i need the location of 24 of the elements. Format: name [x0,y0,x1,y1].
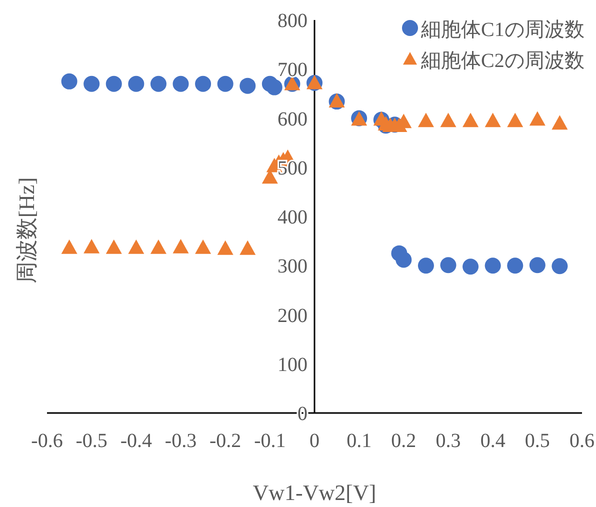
legend-label: 細胞体C1の周波数 [420,19,584,41]
y-tick-label: 400 [278,206,308,228]
y-axis-title: 周波数[Hz] [14,177,39,284]
y-tick-label: 800 [278,10,308,32]
x-tick-label: 0.3 [436,430,461,452]
y-tick-label: 700 [278,59,308,82]
y-tick-label: 300 [278,256,308,278]
x-tick-label: 0.5 [524,430,550,452]
y-tick-label: 600 [278,108,308,130]
x-tick-label: -0.4 [120,430,152,452]
x-tick-label: 0.6 [570,430,594,452]
legend-label: 細胞体C2の周波数 [420,50,584,72]
x-tick-label: 0.1 [346,430,372,452]
x-tick-label: -0.2 [209,430,242,452]
x-tick-label: 0.4 [480,430,506,452]
x-tick-label: -0.1 [254,430,286,452]
y-tick-label: 500 [278,157,308,180]
x-axis-title: Vw1-Vw2[V] [252,480,376,505]
x-tick-label: -0.3 [164,430,197,452]
x-tick-label: -0.6 [31,430,63,452]
x-tick-label: 0.2 [391,430,416,452]
y-tick-label: 100 [278,354,308,376]
x-tick-label: -0.5 [76,430,108,452]
y-tick-label: 200 [278,304,308,327]
